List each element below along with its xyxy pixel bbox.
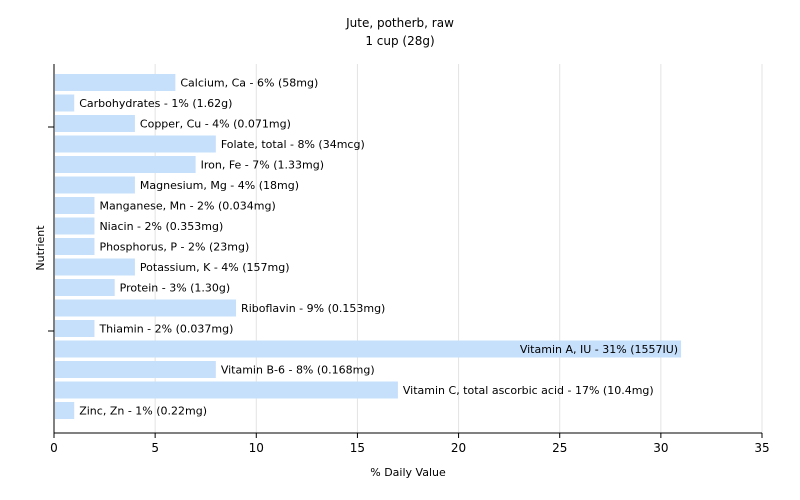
bar — [55, 94, 75, 112]
x-tick-label: 15 — [350, 441, 365, 455]
bar-label: Magnesium, Mg - 4% (18mg) — [140, 179, 299, 192]
bar — [55, 74, 176, 91]
bar-label: Calcium, Ca - 6% (58mg) — [180, 77, 318, 90]
bar — [55, 135, 216, 153]
bar — [55, 381, 398, 399]
bar-label: Vitamin C, total ascorbic acid - 17% (10… — [403, 384, 654, 397]
x-tick-label: 20 — [451, 441, 466, 455]
x-tick-label: 5 — [151, 441, 159, 455]
bar-label: Zinc, Zn - 1% (0.22mg) — [79, 405, 207, 418]
bar-label: Potassium, K - 4% (157mg) — [140, 261, 290, 274]
chart-subtitle: 1 cup (28g) — [365, 34, 434, 48]
bar-label: Folate, total - 8% (34mcg) — [221, 138, 365, 151]
bar — [55, 299, 237, 317]
bar — [55, 320, 95, 337]
axes-group: 0 5 10 15 20 25 30 35 — [48, 64, 770, 455]
bar-label: Vitamin A, IU - 31% (1557IU) — [520, 343, 678, 356]
y-axis-label: Nutrient — [34, 225, 47, 271]
bar-label: Phosphorus, P - 2% (23mg) — [99, 241, 249, 254]
bar-label: Manganese, Mn - 2% (0.034mg) — [99, 200, 275, 213]
bar — [55, 115, 135, 132]
bar-label: Protein - 3% (1.30g) — [120, 282, 231, 295]
bar-label: Riboflavin - 9% (0.153mg) — [241, 302, 385, 315]
bar — [55, 361, 216, 378]
bar — [55, 238, 95, 255]
bar-label: Iron, Fe - 7% (1.33mg) — [201, 159, 324, 172]
bar — [55, 217, 95, 235]
x-tick-label: 25 — [552, 441, 567, 455]
x-tick-label: 30 — [653, 441, 668, 455]
bar-label: Niacin - 2% (0.353mg) — [99, 220, 223, 233]
x-tick-label: 0 — [50, 441, 58, 455]
bar-label: Carbohydrates - 1% (1.62g) — [79, 97, 232, 110]
bars-group: Calcium, Ca - 6% (58mg) Carbohydrates - 1… — [55, 74, 682, 419]
bar — [55, 258, 135, 276]
grid-lines — [154, 64, 763, 433]
bar-label: Thiamin - 2% (0.037mg) — [98, 323, 233, 336]
bar — [55, 340, 682, 358]
chart-title: Jute, potherb, raw — [345, 16, 454, 30]
x-tick-label: 35 — [754, 441, 769, 455]
bar — [55, 197, 95, 214]
bar — [55, 176, 135, 194]
bar-label: Vitamin B-6 - 8% (0.168mg) — [221, 364, 375, 377]
bar — [55, 156, 196, 173]
bar-label: Copper, Cu - 4% (0.071mg) — [140, 118, 291, 131]
bar — [55, 402, 75, 419]
bar — [55, 279, 115, 296]
x-axis-label: % Daily Value — [370, 466, 446, 479]
x-tick-label: 10 — [249, 441, 264, 455]
